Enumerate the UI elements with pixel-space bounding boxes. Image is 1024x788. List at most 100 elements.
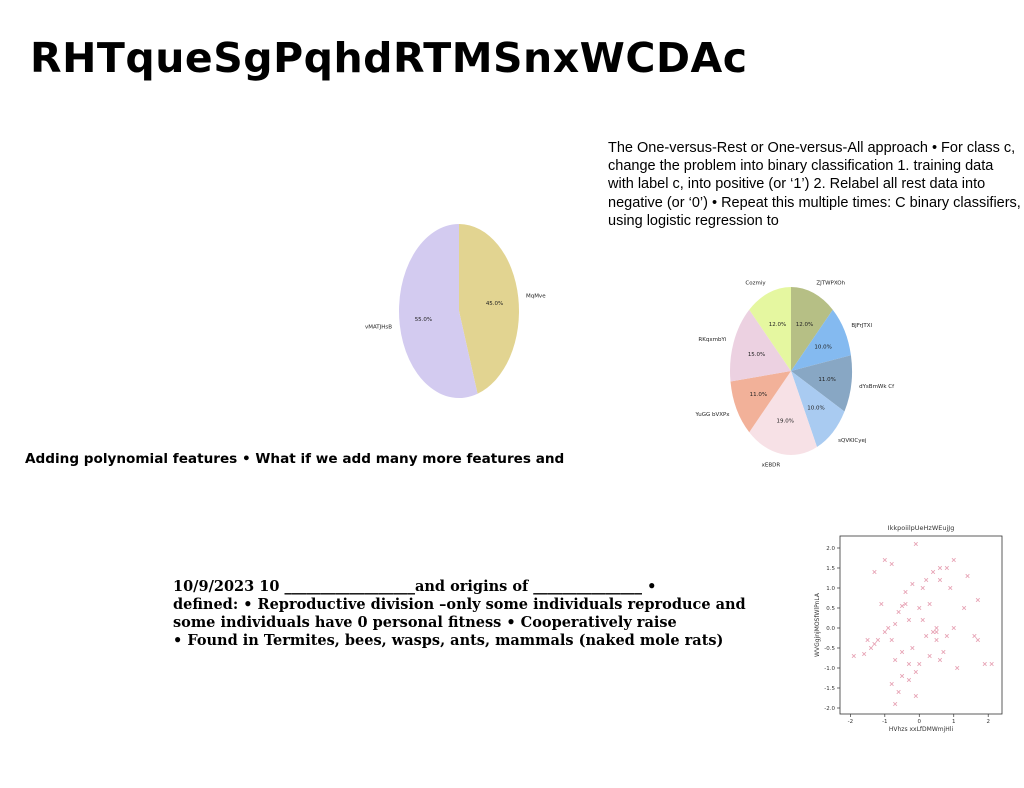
y-tick-label: -0.5 [824,646,835,652]
x-tick-label: -2 [848,719,853,725]
x-tick-label: 2 [986,719,990,725]
bio-line: • Found in Termites, bees, wasps, ants, … [173,632,724,649]
scatter-point [906,677,912,683]
scatter-point [872,641,877,647]
ovr-paragraph: The One-versus-Rest or One-versus-All ap… [608,140,1021,229]
scatter-point [899,603,905,609]
scatter-point [951,625,956,631]
y-tick-label: 0.5 [826,606,835,612]
y-tick-label: -1.0 [824,666,835,672]
scatter-point [889,561,894,567]
x-axis-label: HVhzs xxLfDMWmjHli [889,726,954,733]
pie-percent-label: 55.0% [415,317,432,323]
scatter-point [951,557,956,563]
bio-line: defined: • Reproductive division –only s… [173,596,746,613]
scatter-point [906,661,912,667]
scatter-point [910,581,915,587]
x-tick-label: 0 [918,719,922,725]
pie-percent-label: 19.0% [777,419,794,425]
scatter-point [882,629,887,635]
scatter-point [913,693,918,699]
polynomial-caption: Adding polynomial features • What if we … [25,451,565,467]
scatter-point [889,681,894,687]
pie-percent-label: 10.0% [814,345,831,351]
pie-slice [749,371,817,455]
scatter-point [865,637,870,643]
pie-percent-label: 10.0% [807,406,824,412]
scatter-point [975,637,980,643]
y-tick-label: -1.5 [824,686,835,692]
scatter-point [937,657,943,663]
pie-slice [730,309,791,382]
scatter-point [889,637,894,643]
scatter-point [882,557,887,563]
scatter-point [899,649,905,655]
scatter-point [893,701,898,707]
pie-category-label: RKqxmbYi [698,337,726,343]
pie-category-label: BJFrJTXl [851,323,872,329]
pie-chart-two-slices: 45.0% MqMve 55.0% vMATJHsB [365,224,546,398]
slide-title: RHTqueSgPqhdRTMSnxWCDAc [30,34,748,82]
scatter-point [948,585,953,591]
pie-category-label: sQVKICyej [838,438,867,444]
pie-slice [730,371,791,433]
x-tick-label: -1 [882,719,887,725]
scatter-point [862,651,867,657]
y-tick-label: -2.0 [824,706,835,712]
scatter-point [941,649,946,655]
scatter-point [872,569,877,575]
pie-slice [791,371,845,448]
scatter-point [920,617,925,623]
scatter-point [899,673,905,679]
scatter-point [934,625,939,631]
scatter-point [927,653,932,659]
pie-category-label: YuGG bVXPx [694,412,730,418]
bio-line: some individuals have 0 personal fitness… [173,614,677,631]
scatter-point [893,621,898,627]
scatter-point [989,661,994,667]
scatter-point [920,585,925,591]
pie-percent-label: 11.0% [750,392,767,398]
scatter-point [934,637,939,643]
scatter-point [913,669,918,675]
scatter-point [903,601,908,607]
pie-slice [398,224,478,398]
scatter-point [972,633,977,639]
pie-category-label: ZJTWPXOh [816,281,845,287]
pie-slice [791,309,851,371]
y-tick-label: 1.0 [826,586,835,592]
biology-notes: 10/9/2023 10 __________________and origi… [173,578,823,650]
pie-category-label: MqMve [526,294,546,300]
pie-slice [791,287,833,371]
pie-slice [459,224,519,394]
bio-line: 10/9/2023 10 __________________and origi… [173,578,657,595]
scatter-point [930,629,936,635]
scatter-title: IkkpoiilpUeHzWEujJg [888,524,955,532]
scatter-point [975,597,980,603]
scatter-point [982,661,987,667]
scatter-point [930,569,936,575]
pie-slice [749,287,791,371]
scatter-point [937,565,943,571]
scatter-point [924,633,929,639]
pie-category-label: Cozmiy [745,281,766,287]
plot-frame [839,535,1003,715]
pie-percent-label: 11.0% [818,377,835,383]
scatter-point [903,589,908,595]
scatter-point [944,565,949,571]
scatter-point [896,609,901,615]
scatter-point [913,541,918,547]
y-tick-label: 0.0 [826,626,835,632]
pie-percent-label: 12.0% [796,322,813,328]
y-tick-label: 1.5 [826,566,835,572]
pie-percent-label: 15.0% [748,352,765,358]
scatter-point [924,577,929,583]
pie-category-label: dYsBmWk Cf [859,384,895,390]
scatter-point [906,617,912,623]
scatter-plot: IkkpoiilpUeHzWEujJg -2 -1 0 1 2 -2.0 -1.5 -1.0 -0… [814,524,1003,733]
scatter-point [896,689,901,695]
scatter-point [934,629,939,635]
scatter-point [927,601,932,607]
scatter-point [944,633,949,639]
pie-percent-label: 12.0% [769,322,786,328]
